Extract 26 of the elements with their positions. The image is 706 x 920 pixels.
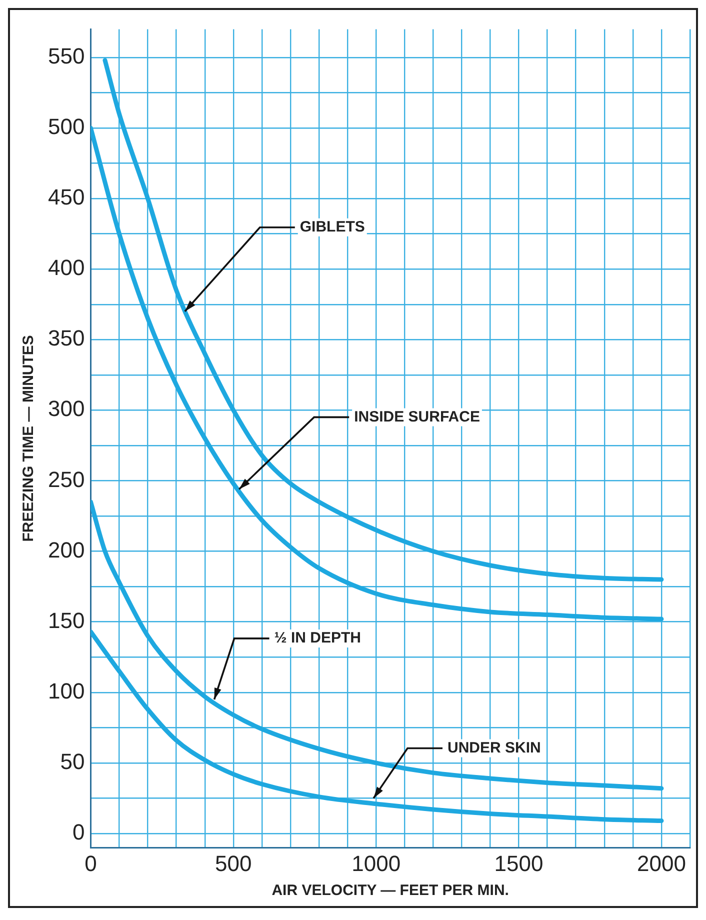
y-tick-label: 0 — [72, 820, 85, 845]
y-tick-label: 100 — [48, 678, 85, 704]
annotation: INSIDE SURFACE — [354, 408, 480, 426]
y-tick-label: 50 — [60, 749, 85, 774]
annotation: UNDER SKIN — [448, 739, 541, 756]
annotation: GIBLETS — [300, 218, 365, 236]
y-tick-label: 400 — [48, 255, 85, 280]
x-axis-title: AIR VELOCITY — FEET PER MIN. — [272, 882, 509, 900]
line-series — [90, 500, 664, 791]
x-tick-label: 500 — [215, 850, 252, 876]
y-tick-label: 200 — [48, 537, 85, 562]
y-tick-label: 350 — [48, 326, 85, 351]
x-tick-label: 1500 — [494, 850, 544, 876]
line-series — [102, 58, 664, 582]
y-tick-label: 150 — [48, 608, 85, 633]
y-axis-title: FREEZING TIME — MINUTES — [20, 335, 38, 542]
y-tick-label: 300 — [48, 396, 85, 422]
line-series — [90, 629, 664, 824]
annotation: ½ IN DEPTH — [274, 630, 361, 647]
y-tick-label: 250 — [48, 466, 85, 492]
line-series — [90, 126, 664, 622]
y-tick-label: 500 — [48, 114, 85, 140]
x-tick-label: 2000 — [636, 850, 686, 876]
y-tick-label: 450 — [48, 184, 85, 210]
x-tick-label: 1000 — [352, 850, 401, 876]
y-tick-label: 550 — [48, 43, 85, 68]
